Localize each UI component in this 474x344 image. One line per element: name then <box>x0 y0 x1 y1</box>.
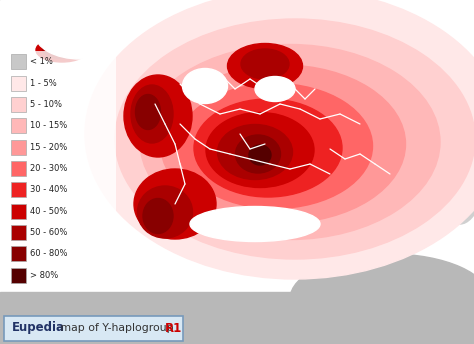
Ellipse shape <box>430 64 474 224</box>
Bar <box>11 118 26 133</box>
Ellipse shape <box>43 42 78 58</box>
Bar <box>11 268 26 283</box>
Bar <box>11 76 26 90</box>
Bar <box>0 292 474 344</box>
Ellipse shape <box>137 186 192 238</box>
Text: R1: R1 <box>165 322 182 334</box>
Text: 1 - 5%: 1 - 5% <box>30 78 57 87</box>
Ellipse shape <box>228 43 302 88</box>
Bar <box>11 161 26 176</box>
Ellipse shape <box>194 99 342 197</box>
Ellipse shape <box>115 19 474 259</box>
Ellipse shape <box>124 75 192 157</box>
Bar <box>11 246 26 261</box>
Text: 30 - 40%: 30 - 40% <box>30 185 67 194</box>
Text: 20 - 30%: 20 - 30% <box>30 164 67 173</box>
FancyBboxPatch shape <box>4 315 183 341</box>
Bar <box>11 182 26 197</box>
Ellipse shape <box>249 145 271 165</box>
Text: 40 - 50%: 40 - 50% <box>30 207 67 216</box>
Bar <box>11 140 26 155</box>
Ellipse shape <box>206 112 314 187</box>
Ellipse shape <box>190 206 320 241</box>
Ellipse shape <box>177 84 373 208</box>
Ellipse shape <box>236 135 281 173</box>
Ellipse shape <box>143 198 173 234</box>
Text: map of Y-haplogroup: map of Y-haplogroup <box>57 323 177 333</box>
Text: < 1%: < 1% <box>30 57 53 66</box>
Text: 60 - 80%: 60 - 80% <box>30 249 67 258</box>
Ellipse shape <box>36 38 88 62</box>
Ellipse shape <box>218 125 292 180</box>
Ellipse shape <box>161 65 405 223</box>
Bar <box>11 97 26 112</box>
Ellipse shape <box>35 9 125 59</box>
Bar <box>11 204 26 219</box>
Text: 15 - 20%: 15 - 20% <box>30 143 67 152</box>
Bar <box>11 54 26 69</box>
Ellipse shape <box>255 76 295 101</box>
Text: 5 - 10%: 5 - 10% <box>30 100 62 109</box>
Ellipse shape <box>136 95 161 129</box>
Bar <box>11 225 26 240</box>
Ellipse shape <box>241 49 289 79</box>
Ellipse shape <box>85 0 474 279</box>
Ellipse shape <box>182 68 228 104</box>
Text: Eupedia: Eupedia <box>12 322 65 334</box>
Text: 10 - 15%: 10 - 15% <box>30 121 67 130</box>
Ellipse shape <box>134 169 216 239</box>
Text: 50 - 60%: 50 - 60% <box>30 228 67 237</box>
Ellipse shape <box>131 85 173 143</box>
Bar <box>6 51 116 286</box>
Text: > 80%: > 80% <box>30 271 58 280</box>
Ellipse shape <box>290 254 474 344</box>
Ellipse shape <box>140 44 440 239</box>
